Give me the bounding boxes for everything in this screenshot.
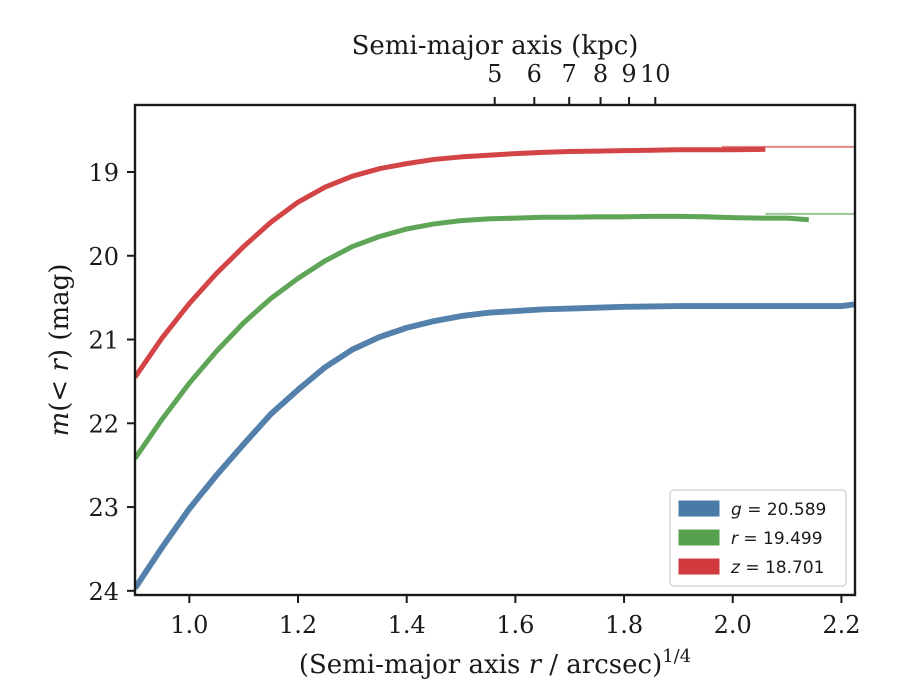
x-tick-label: 2.2 [822, 611, 860, 639]
series-clip-group [135, 145, 855, 590]
x-tick-label: 1.0 [170, 611, 208, 639]
legend-swatch-g [678, 500, 720, 517]
x-tick-label: 1.2 [279, 611, 317, 639]
xlabel-part: (Semi-major axis [299, 650, 529, 680]
series-r-band [135, 213, 810, 460]
legend-swatch-r [678, 529, 720, 546]
legend-band-value: = 18.701 [740, 558, 825, 578]
top-tick-label: 10 [640, 60, 671, 88]
top-tick-label: 6 [527, 60, 542, 88]
series-z-band [135, 146, 766, 379]
top-tick-label: 8 [593, 60, 608, 88]
legend-band-symbol: z [730, 558, 741, 578]
top-tick-label: 5 [487, 60, 502, 88]
y-tick-label: 21 [88, 327, 119, 355]
legend-band-symbol: r [731, 529, 739, 549]
ylabel-part: (< [45, 372, 75, 412]
ylabel-part: ) (mag) [45, 264, 75, 360]
ylabel-variable: r [45, 358, 75, 372]
ylabel-variable: m [45, 412, 75, 437]
top-axis: 5 6 7 8 9 10 [487, 60, 671, 105]
y-tick-label: 23 [88, 494, 119, 522]
legend-label-r: r = 19.499 [731, 529, 823, 549]
y-tick-label: 24 [88, 578, 119, 606]
left-axis-title: m(< r) (mag) [45, 264, 75, 437]
legend-swatch-z [678, 558, 720, 575]
bottom-axis: 1.0 1.2 1.4 1.6 1.8 2.0 2.2 [170, 595, 861, 639]
legend-label-g: g = 20.589 [731, 500, 826, 520]
legend-band-symbol: g [731, 500, 742, 520]
x-tick-label: 1.4 [388, 611, 426, 639]
legend-band-value: = 19.499 [738, 529, 823, 549]
top-axis-title: Semi-major axis (kpc) [352, 31, 639, 61]
x-tick-label: 2.0 [714, 611, 752, 639]
top-tick-label: 9 [621, 60, 636, 88]
x-tick-label: 1.6 [496, 611, 534, 639]
y-tick-label: 19 [88, 159, 119, 187]
top-tick-label: 7 [562, 60, 577, 88]
legend-label-z: z = 18.701 [730, 558, 824, 578]
y-tick-label: 22 [88, 410, 119, 438]
bottom-axis-title-exponent: 1/4 [662, 646, 691, 667]
series-layer [135, 145, 855, 590]
series-g-band [135, 301, 855, 590]
xlabel-part: / arcsec) [541, 650, 662, 680]
legend-band-value: = 20.589 [742, 500, 827, 520]
x-tick-label: 1.8 [605, 611, 643, 639]
left-axis: 19 20 21 22 23 24 [88, 159, 135, 606]
bottom-axis-title: (Semi-major axis r / arcsec)1/4 [299, 646, 691, 680]
bottom-axis-title-text: (Semi-major axis r / arcsec) [299, 650, 662, 680]
y-tick-label: 20 [88, 243, 119, 271]
xlabel-variable: r [529, 650, 543, 680]
